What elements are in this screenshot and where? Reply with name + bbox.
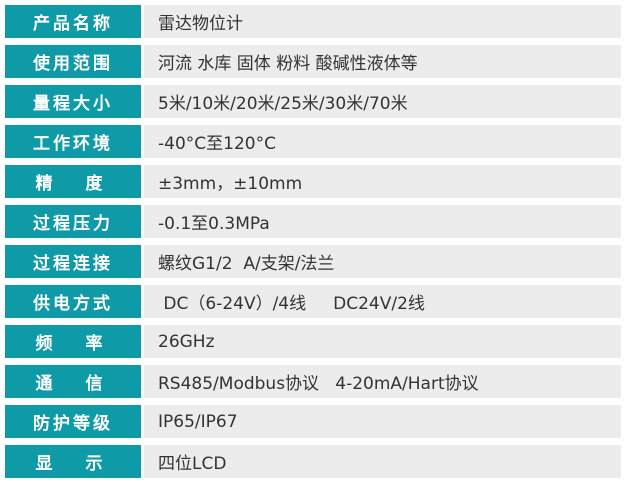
spec-value: 26GHz (144, 325, 621, 358)
spec-row: 显 示四位LCD (5, 445, 621, 478)
spec-label: 产品名称 (5, 5, 141, 38)
spec-row: 精 度 ±3mm，±10mm (5, 165, 621, 198)
spec-label: 使用范围 (5, 45, 141, 78)
spec-row: 供电方式 DC（6-24V）/4线 DC24V/2线 (5, 285, 621, 318)
spec-value: 河流 水库 固体 粉料 酸碱性液体等 (144, 45, 621, 78)
spec-row: 过程压力 -0.1至0.3MPa (5, 205, 621, 238)
spec-label: 频 率 (5, 325, 141, 358)
spec-value: 螺纹G1/2 A/支架/法兰 (144, 245, 621, 278)
spec-row: 工作环境 -40°C至120°C (5, 125, 621, 158)
spec-value: 四位LCD (144, 445, 621, 478)
spec-value: -0.1至0.3MPa (144, 205, 621, 238)
spec-label: 精 度 (5, 165, 141, 198)
spec-value: ±3mm，±10mm (144, 165, 621, 198)
spec-label: 防护等级 (5, 405, 141, 438)
spec-row: 使用范围 河流 水库 固体 粉料 酸碱性液体等 (5, 45, 621, 78)
spec-value: IP65/IP67 (144, 405, 621, 438)
spec-value: RS485/Modbus协议 4-20mA/Hart协议 (144, 365, 621, 398)
spec-value: 5米/10米/20米/25米/30米/70米 (144, 85, 621, 118)
spec-label: 量程大小 (5, 85, 141, 118)
spec-row: 量程大小 5米/10米/20米/25米/30米/70米 (5, 85, 621, 118)
spec-label: 工作环境 (5, 125, 141, 158)
spec-row: 产品名称 雷达物位计 (5, 5, 621, 38)
spec-value: -40°C至120°C (144, 125, 621, 158)
spec-row: 防护等级 IP65/IP67 (5, 405, 621, 438)
spec-row: 频 率 26GHz (5, 325, 621, 358)
spec-label: 过程连接 (5, 245, 141, 278)
spec-label: 供电方式 (5, 285, 141, 318)
spec-row: 通 信 RS485/Modbus协议 4-20mA/Hart协议 (5, 365, 621, 398)
spec-label: 通 信 (5, 365, 141, 398)
spec-label: 显 示 (5, 445, 141, 478)
spec-value: 雷达物位计 (144, 5, 621, 38)
spec-value: DC（6-24V）/4线 DC24V/2线 (144, 285, 621, 318)
spec-row: 过程连接 螺纹G1/2 A/支架/法兰 (5, 245, 621, 278)
spec-table: 产品名称 雷达物位计 使用范围 河流 水库 固体 粉料 酸碱性液体等 量程大小 5米/10… (5, 5, 621, 485)
spec-label: 过程压力 (5, 205, 141, 238)
